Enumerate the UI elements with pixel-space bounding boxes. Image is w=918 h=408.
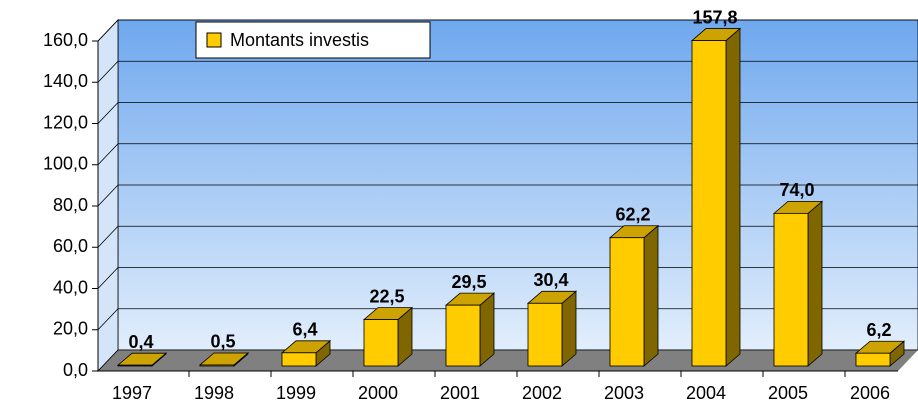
y-tick-label: 60,0	[53, 236, 88, 256]
bar-side	[643, 224, 659, 367]
x-tick-label: 2004	[686, 383, 726, 403]
bar-side	[725, 27, 741, 367]
bar	[281, 352, 317, 367]
bar	[527, 302, 563, 367]
bar	[691, 40, 727, 367]
value-label: 0,4	[128, 332, 153, 352]
x-tick-label: 1997	[112, 383, 152, 403]
value-label: 6,4	[292, 320, 317, 340]
x-tick-label: 1998	[194, 383, 234, 403]
x-tick-label: 2002	[522, 383, 562, 403]
x-tick-label: 1999	[276, 383, 316, 403]
bar	[363, 319, 399, 367]
value-label: 0,5	[210, 332, 235, 352]
bar-side	[479, 292, 495, 367]
y-tick-label: 120,0	[43, 112, 88, 132]
value-label: 62,2	[615, 204, 650, 224]
x-tick-label: 2000	[358, 383, 398, 403]
y-tick-label: 160,0	[43, 30, 88, 50]
bar	[199, 364, 235, 367]
grid-line	[97, 184, 918, 207]
x-tick-label: 2003	[604, 383, 644, 403]
x-tick-label: 2006	[850, 383, 890, 403]
bar	[609, 237, 645, 367]
value-label: 22,5	[369, 286, 404, 306]
bar	[855, 352, 891, 367]
legend-label: Montants investis	[230, 30, 369, 50]
x-tick-label: 2001	[440, 383, 480, 403]
legend-box	[195, 21, 431, 59]
bar-side	[561, 290, 577, 367]
bar	[445, 304, 481, 367]
x-tick-label: 2005	[768, 383, 808, 403]
bar-side	[807, 200, 823, 367]
y-tick-label: 40,0	[53, 277, 88, 297]
grid-line	[97, 102, 918, 124]
bar	[117, 364, 153, 367]
y-tick-label: 100,0	[43, 154, 88, 174]
y-tick-label: 20,0	[53, 319, 88, 339]
value-label: 157,8	[692, 7, 737, 27]
value-label: 74,0	[779, 180, 814, 200]
grid-line	[97, 19, 918, 42]
value-label: 30,4	[533, 270, 568, 290]
y-tick-label: 140,0	[43, 71, 88, 91]
legend-swatch	[206, 32, 222, 48]
grid-line	[97, 143, 918, 166]
y-tick-label: 80,0	[53, 195, 88, 215]
value-label: 6,2	[866, 320, 891, 340]
bar	[773, 212, 809, 367]
grid-line	[97, 60, 918, 83]
y-tick-label: 0,0	[63, 360, 88, 380]
value-label: 29,5	[451, 272, 486, 292]
